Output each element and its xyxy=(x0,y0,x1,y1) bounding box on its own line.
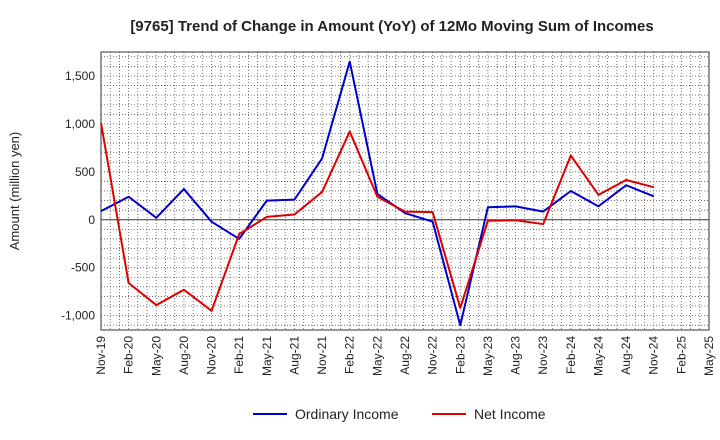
legend-label-ordinary-income: Ordinary Income xyxy=(295,406,399,422)
x-tick-label: May-24 xyxy=(591,336,605,376)
y-tick-label: 500 xyxy=(75,165,95,179)
x-tick-label: Feb-22 xyxy=(343,336,357,374)
x-tick-label: Nov-24 xyxy=(647,336,661,375)
x-tick-label: Aug-23 xyxy=(509,336,523,375)
series-layer xyxy=(100,60,655,327)
chart-title: [9765] Trend of Change in Amount (YoY) o… xyxy=(130,18,653,35)
x-tick-label: Nov-20 xyxy=(205,336,219,375)
x-tick-label: Nov-22 xyxy=(426,336,440,375)
x-tick-label: Nov-23 xyxy=(536,336,550,375)
x-tick-labels: Nov-19 Feb-20 May-20 Aug-20 Nov-20 Feb-21 May-… xyxy=(94,336,716,376)
x-tick-label: Feb-20 xyxy=(122,336,136,374)
y-tick-label: -500 xyxy=(71,261,95,275)
y-tick-label: 1,500 xyxy=(65,69,95,83)
x-tick-label: Aug-24 xyxy=(619,336,633,375)
series-line-ordinary-income xyxy=(100,60,655,327)
x-tick-label: May-20 xyxy=(149,336,163,376)
x-tick-label: May-25 xyxy=(702,336,716,376)
x-tick-label: Feb-25 xyxy=(674,336,688,374)
grid-layer xyxy=(101,52,709,330)
x-tick-label: May-22 xyxy=(370,336,384,376)
x-tick-label: Aug-22 xyxy=(398,336,412,375)
x-tick-label: May-21 xyxy=(260,336,274,376)
x-tick-label: Nov-21 xyxy=(315,336,329,375)
x-tick-label: Nov-19 xyxy=(94,336,108,375)
y-tick-labels: -1,000 -500 0 500 1,000 1,500 xyxy=(61,69,95,323)
y-axis-label: Amount (million yen) xyxy=(7,132,22,251)
x-tick-label: Aug-21 xyxy=(287,336,301,375)
legend: Ordinary Income Net Income xyxy=(253,406,546,422)
x-tick-label: Feb-23 xyxy=(453,336,467,374)
x-tick-label: Aug-20 xyxy=(177,336,191,375)
series-line-net-income xyxy=(100,122,654,312)
plot-frame xyxy=(100,51,710,331)
y-tick-label: -1,000 xyxy=(61,309,95,323)
y-tick-label: 0 xyxy=(88,213,95,227)
legend-label-net-income: Net Income xyxy=(474,406,546,422)
x-tick-label: Feb-24 xyxy=(564,336,578,374)
y-tick-label: 1,000 xyxy=(65,117,95,131)
x-tick-label: May-23 xyxy=(481,336,495,376)
x-tick-label: Feb-21 xyxy=(232,336,246,374)
